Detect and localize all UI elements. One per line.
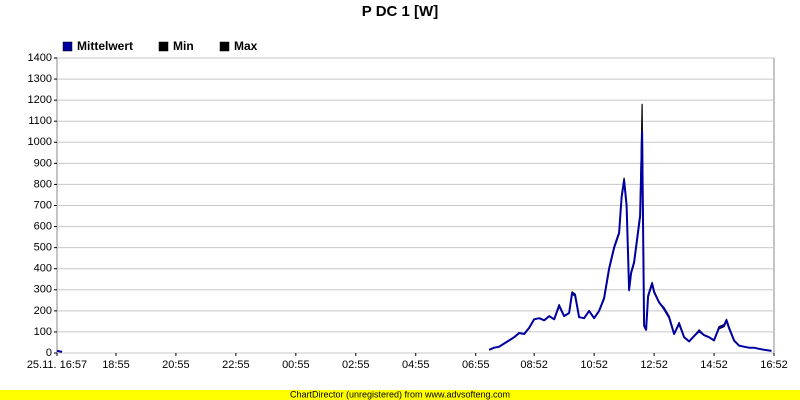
legend-label: Max	[234, 39, 258, 53]
x-tick-label: 16:52	[760, 359, 788, 371]
y-tick-label: 100	[34, 326, 52, 338]
x-tick-label: 06:55	[462, 359, 490, 371]
y-tick-label: 800	[34, 178, 52, 190]
y-tick-label: 600	[34, 220, 52, 232]
x-tick-label: 25.11. 16:57	[27, 359, 87, 371]
y-tick-label: 500	[34, 242, 52, 254]
footer-text: ChartDirector (unregistered) from www.ad…	[290, 389, 510, 399]
x-tick-label: 12:52	[640, 359, 668, 371]
y-tick-label: 1400	[28, 52, 52, 64]
x-tick-label: 08:52	[520, 359, 548, 371]
y-tick-label: 700	[34, 199, 52, 211]
y-tick-label: 0	[46, 347, 52, 359]
legend-swatch	[158, 41, 169, 52]
legend-swatch	[219, 41, 230, 52]
x-tick-label: 00:55	[282, 359, 310, 371]
x-tick-label: 20:55	[162, 359, 190, 371]
x-tick-label: 18:55	[102, 359, 130, 371]
legend-label: Min	[173, 39, 194, 53]
y-tick-label: 200	[34, 305, 52, 317]
series-line	[56, 130, 772, 353]
x-tick-label: 10:52	[580, 359, 608, 371]
y-tick-label: 900	[34, 157, 52, 169]
y-tick-label: 1100	[28, 115, 52, 127]
x-tick-label: 14:52	[700, 359, 728, 371]
x-tick-label: 02:55	[342, 359, 370, 371]
footer-bar	[0, 390, 800, 400]
legend-swatch	[62, 41, 73, 52]
x-tick-label: 22:55	[222, 359, 250, 371]
chart-title: P DC 1 [W]	[362, 3, 438, 20]
y-tick-label: 1200	[28, 94, 52, 106]
x-tick-label: 04:55	[402, 359, 430, 371]
y-tick-label: 300	[34, 284, 52, 296]
y-tick-label: 1000	[28, 136, 52, 148]
y-tick-label: 1300	[28, 73, 52, 85]
y-tick-label: 400	[34, 263, 52, 275]
legend-label: Mittelwert	[77, 39, 133, 53]
